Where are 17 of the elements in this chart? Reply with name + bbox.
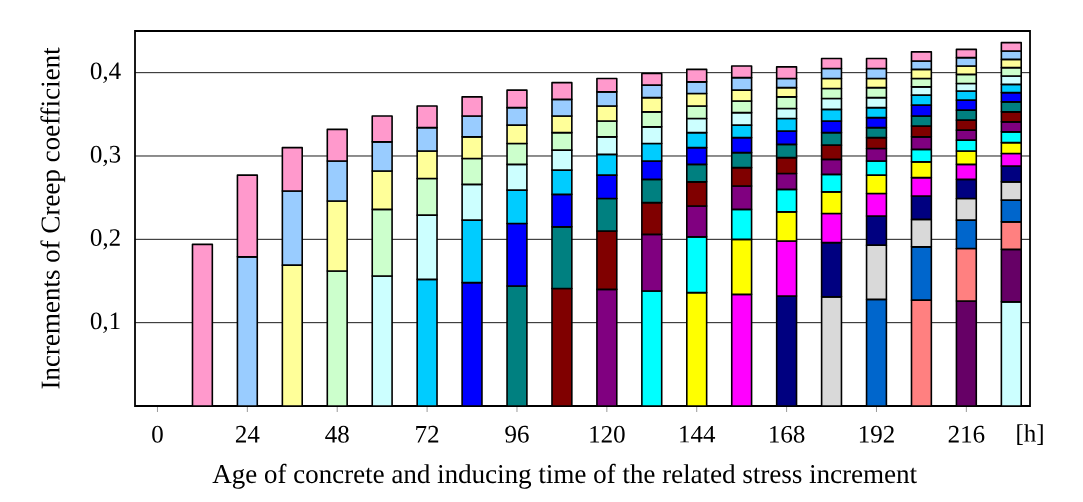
x-tick-label: 72 xyxy=(416,425,439,443)
x-axis-title: Age of concrete and inducing time of the related stress increment xyxy=(212,463,917,489)
x-tick-label: 0 xyxy=(152,425,163,443)
x-tick-label: 24 xyxy=(235,425,260,443)
x-tick-label: 120 xyxy=(590,425,625,443)
x-tick-label: 216 xyxy=(948,425,985,443)
y-tick-label: 0,2 xyxy=(90,229,120,250)
x-tick-label: 192 xyxy=(859,425,894,443)
x-tick-label: 168 xyxy=(770,425,805,443)
y-tick-label: 0,3 xyxy=(90,145,121,167)
x-tick-label: 144 xyxy=(680,425,716,443)
x-tick-label: 96 xyxy=(505,425,529,443)
y-tick-label: 0,4 xyxy=(90,62,121,83)
y-tick-label: 0,1 xyxy=(90,312,120,333)
x-tick-label: 48 xyxy=(325,425,349,443)
y-axis-title: Increments of Creep coefficient xyxy=(40,47,66,389)
text: [h] xyxy=(1017,424,1043,445)
